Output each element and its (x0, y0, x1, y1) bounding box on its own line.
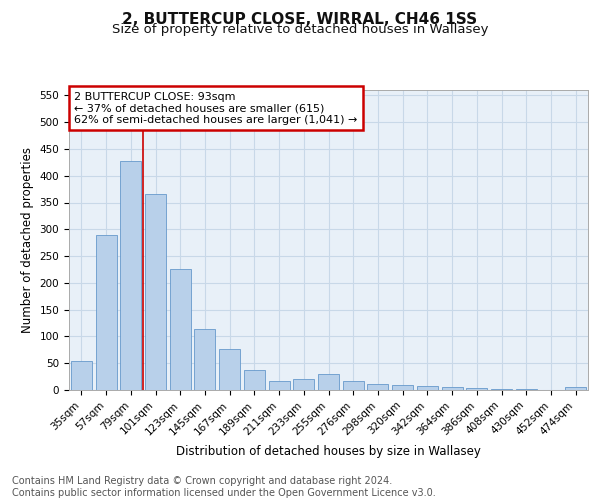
X-axis label: Distribution of detached houses by size in Wallasey: Distribution of detached houses by size … (176, 445, 481, 458)
Bar (343, 381, 364, 390)
Bar (71, 360, 92, 390)
Bar (466, 388, 487, 390)
Bar (318, 374, 339, 390)
Bar (219, 349, 240, 390)
Bar (269, 381, 290, 390)
Bar (442, 388, 463, 390)
Bar (392, 384, 413, 390)
Bar (293, 380, 314, 390)
Text: Size of property relative to detached houses in Wallasey: Size of property relative to detached ho… (112, 24, 488, 36)
Bar (120, 160, 141, 390)
Bar (417, 386, 438, 390)
Text: Contains HM Land Registry data © Crown copyright and database right 2024.
Contai: Contains HM Land Registry data © Crown c… (12, 476, 436, 498)
Bar (194, 330, 215, 390)
Bar (95, 234, 116, 390)
Bar (145, 194, 166, 390)
Bar (367, 384, 388, 390)
Bar (244, 370, 265, 390)
Text: 2, BUTTERCUP CLOSE, WIRRAL, CH46 1SS: 2, BUTTERCUP CLOSE, WIRRAL, CH46 1SS (122, 12, 478, 28)
Y-axis label: Number of detached properties: Number of detached properties (21, 147, 34, 333)
Text: 2 BUTTERCUP CLOSE: 93sqm
← 37% of detached houses are smaller (615)
62% of semi-: 2 BUTTERCUP CLOSE: 93sqm ← 37% of detach… (74, 92, 358, 124)
Bar (170, 270, 191, 390)
Bar (565, 388, 586, 390)
